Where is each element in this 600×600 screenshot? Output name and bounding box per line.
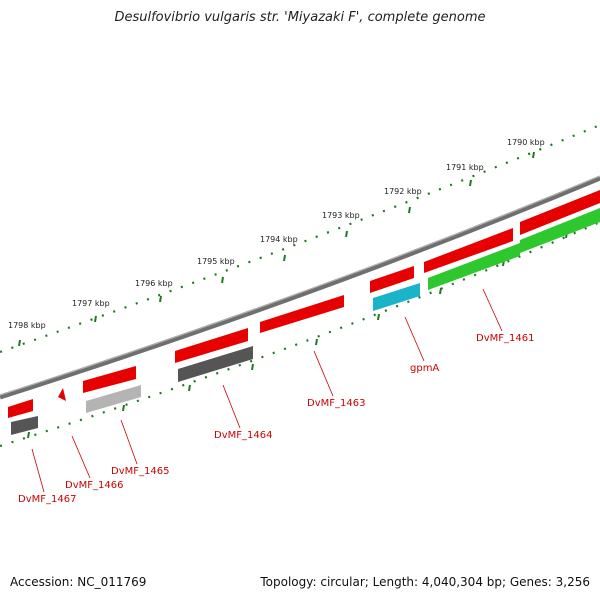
scale-labels: 1790 kbp 1791 kbp 1792 kbp 1793 kbp 1794… (8, 138, 545, 330)
gene-arrow-dvmf-1464-reverse (178, 346, 253, 382)
outer-major-ticks (18, 151, 535, 347)
label-leaders (31, 288, 503, 493)
genome-backbone-highlight (0, 175, 600, 396)
gene-arrow-dvmf-1461-forward (520, 190, 600, 235)
inner-major-ticks (27, 231, 568, 439)
scale-label-1792: 1792 kbp (384, 187, 422, 196)
gene-arrow-forward-a (424, 228, 513, 273)
gene-label-dvmf-1465: DvMF_1465 (111, 466, 169, 477)
scale-label-1793: 1793 kbp (322, 211, 360, 220)
genome-backbone (0, 175, 600, 400)
map-title: Desulfovibrio vulgaris str. 'Miyazaki F'… (114, 10, 486, 25)
topology-label: Topology: circular; Length: 4,040,304 bp… (260, 575, 590, 589)
gene-arrow-dvmf-1465-forward (83, 366, 136, 393)
gene-label-dvmf-1466: DvMF_1466 (65, 480, 123, 491)
gene-arrow-dvmf-1464-forward (175, 328, 248, 363)
scale-label-1791: 1791 kbp (446, 163, 484, 172)
accession-label: Accession: NC_011769 (10, 575, 147, 589)
gene-arrow-dvmf-1463 (260, 295, 344, 333)
gene-arrow-dvmf-1465-reverse (86, 385, 141, 413)
scale-label-1795: 1795 kbp (197, 257, 235, 266)
gene-arrow-gpma (373, 283, 420, 311)
gene-labels: DvMF_1461 gpmA DvMF_1463 DvMF_1464 DvMF_… (18, 333, 534, 505)
scale-label-1794: 1794 kbp (260, 235, 298, 244)
inner-tick-ring (0, 220, 600, 448)
gene-arrow-dvmf-1466 (58, 388, 66, 401)
gene-label-gpma: gpmA (410, 363, 439, 374)
scale-label-1796: 1796 kbp (135, 279, 173, 288)
gene-label-dvmf-1463: DvMF_1463 (307, 398, 365, 409)
scale-label-1797: 1797 kbp (72, 299, 110, 308)
gene-arrow-forward-b (370, 266, 414, 293)
gene-label-dvmf-1461: DvMF_1461 (476, 333, 534, 344)
gene-arrow-dvmf-1467-forward (8, 399, 33, 418)
scale-label-1798: 1798 kbp (8, 321, 46, 330)
gene-arrow-dvmf-1461-reverse (520, 208, 600, 253)
gene-label-dvmf-1467: DvMF_1467 (18, 494, 76, 505)
gene-label-dvmf-1464: DvMF_1464 (214, 430, 272, 441)
scale-label-1790: 1790 kbp (507, 138, 545, 147)
gene-arrow-dvmf-1467-reverse (11, 416, 38, 435)
gene-arrow-reverse-green (428, 243, 520, 290)
